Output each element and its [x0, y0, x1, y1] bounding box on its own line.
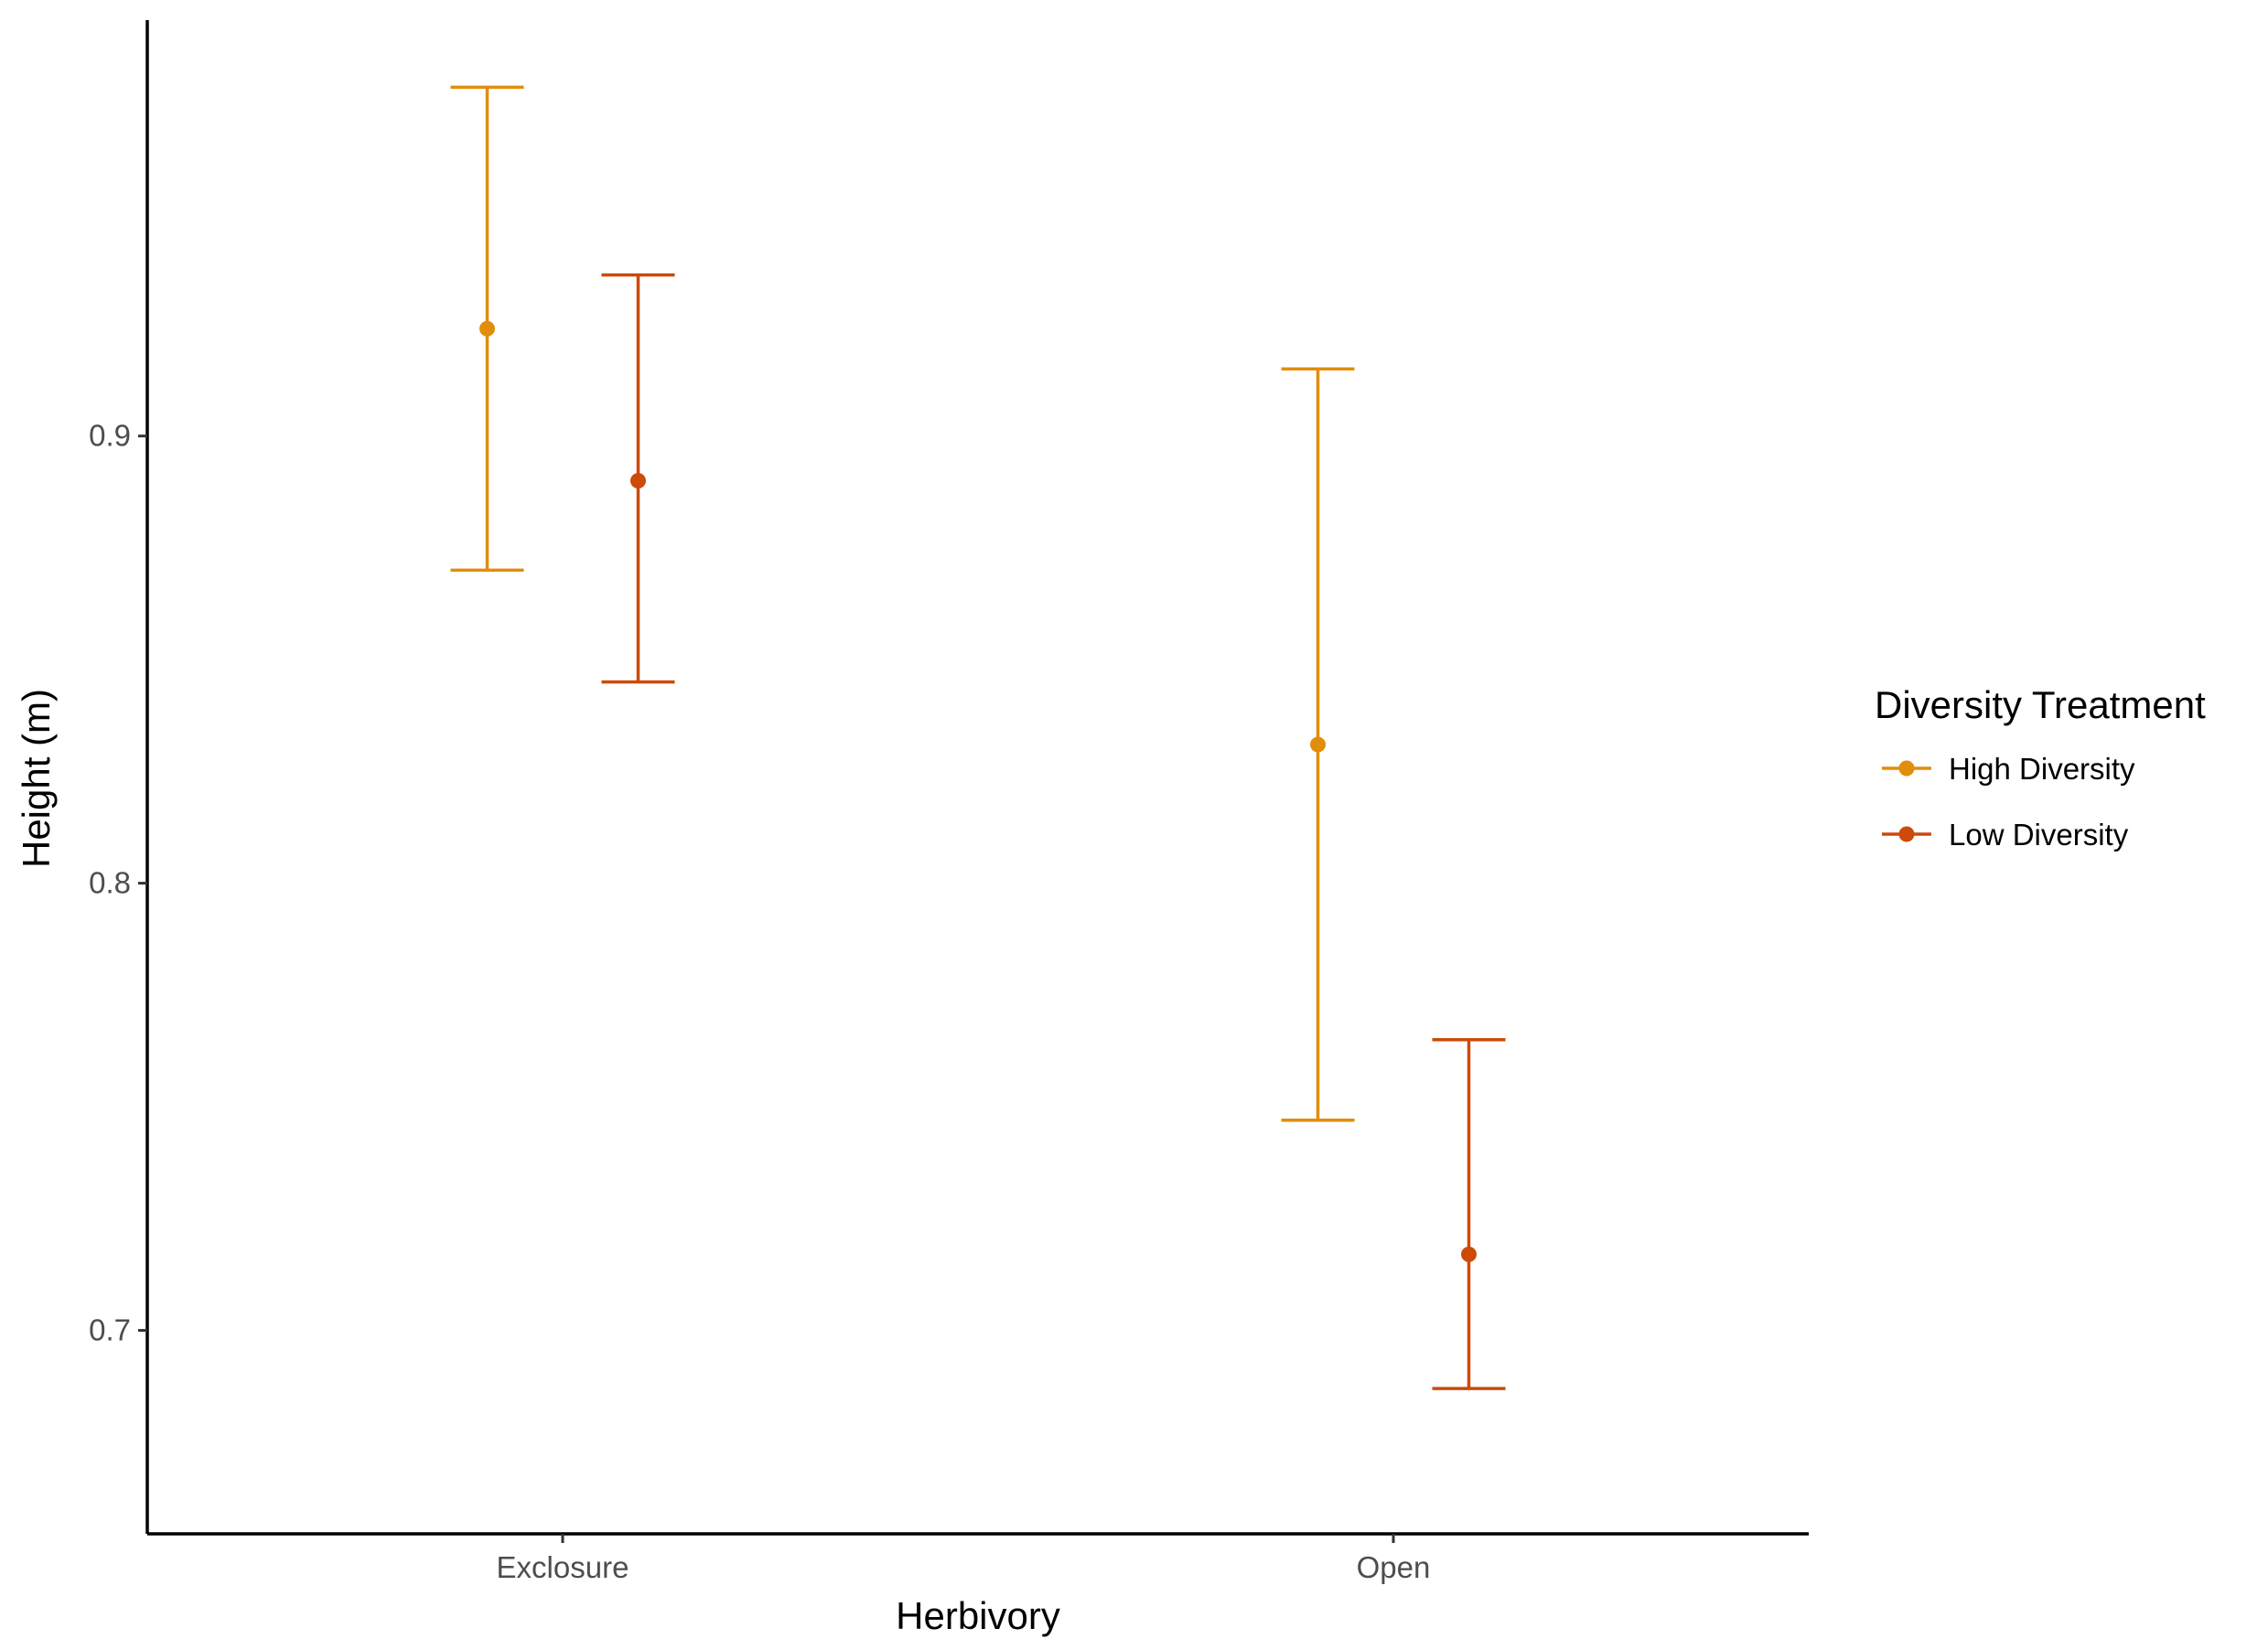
data-point-high-diversity-open	[1310, 736, 1326, 753]
data-point-low-diversity-open	[1461, 1246, 1477, 1262]
x-axis-ticks: Exclosure Open	[497, 1534, 1431, 1584]
legend-title: Diversity Treatment	[1875, 683, 2206, 726]
y-tick-label: 0.7	[89, 1313, 131, 1347]
x-tick-label: Exclosure	[497, 1550, 629, 1584]
errorbar-low-diversity-open	[1432, 1037, 1506, 1390]
legend-item-low-diversity: Low Diversity	[1882, 818, 2129, 852]
legend: Diversity Treatment High Diversity Low Di…	[1875, 683, 2206, 852]
legend-key-point	[1898, 760, 1915, 777]
data-point-high-diversity-exclosure	[479, 320, 495, 337]
y-tick-label: 0.9	[89, 419, 131, 453]
series-low-diversity	[601, 273, 1506, 1390]
x-axis-title: Herbivory	[896, 1594, 1060, 1637]
y-axis-title: Height (m)	[15, 689, 58, 868]
legend-label: Low Diversity	[1949, 818, 2129, 852]
data-point-low-diversity-exclosure	[630, 473, 646, 489]
legend-item-high-diversity: High Diversity	[1882, 752, 2135, 786]
x-tick-label: Open	[1357, 1550, 1431, 1584]
plot-area	[450, 85, 1506, 1390]
y-tick-label: 0.8	[89, 866, 131, 900]
y-axis-ticks: 0.7 0.8 0.9	[89, 419, 147, 1347]
legend-key-point	[1898, 826, 1915, 842]
legend-label: High Diversity	[1949, 752, 2135, 786]
series-high-diversity	[450, 85, 1355, 1122]
